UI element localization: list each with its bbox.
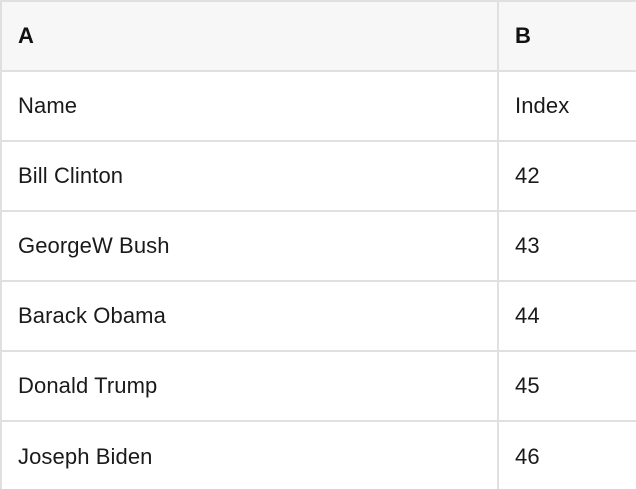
table-cell-index[interactable]: 44 [515, 303, 540, 328]
table-cell-index[interactable]: 43 [515, 233, 540, 258]
table-cell-name[interactable]: Barack Obama [2, 282, 499, 350]
table-cell-name-label[interactable]: Name [2, 72, 499, 140]
table-cell-name[interactable]: Donald Trump [2, 352, 499, 420]
column-header-b[interactable]: B [515, 23, 531, 48]
table-row: Joseph Biden 46 [2, 422, 636, 489]
table-cell-name[interactable]: Joseph Biden [2, 422, 499, 489]
column-header-a[interactable]: A [2, 2, 499, 70]
table-row: Bill Clinton 42 [2, 142, 636, 212]
table-cell-name[interactable]: GeorgeW Bush [2, 212, 499, 280]
column-header-row: A B [2, 2, 636, 72]
table-cell-index[interactable]: 42 [515, 163, 540, 188]
table-cell-name[interactable]: Bill Clinton [2, 142, 499, 210]
table-row: Barack Obama 44 [2, 282, 636, 352]
table-cell-index[interactable]: 46 [515, 444, 540, 469]
table-row: GeorgeW Bush 43 [2, 212, 636, 282]
table-row: Donald Trump 45 [2, 352, 636, 422]
table-row: Name Index [2, 72, 636, 142]
table-cell-index[interactable]: 45 [515, 373, 540, 398]
table-cell-index-label[interactable]: Index [515, 93, 570, 118]
